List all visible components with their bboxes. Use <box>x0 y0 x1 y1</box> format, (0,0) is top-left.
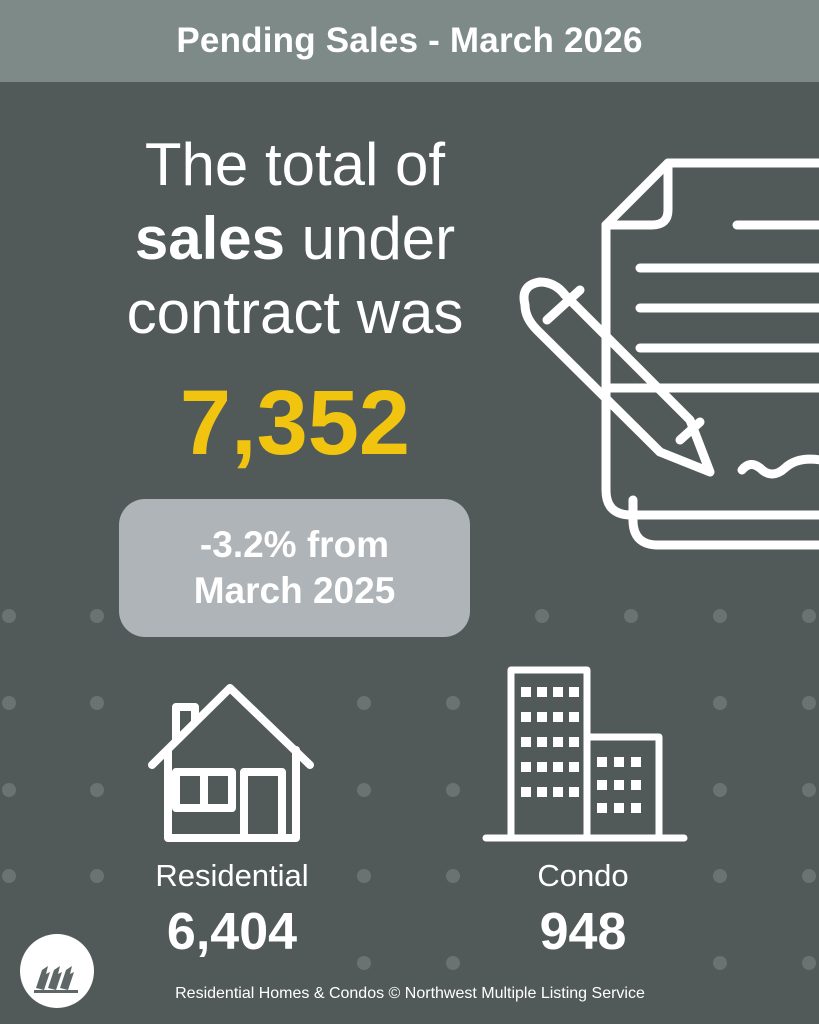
nwmls-logo <box>20 934 94 1008</box>
page-title: Pending Sales - March 2026 <box>176 21 643 60</box>
residential-value: 6,404 <box>166 903 298 961</box>
total-pending-value: 7,352 <box>179 372 411 474</box>
contract-document-icon <box>519 158 819 550</box>
headline-emphasis: sales <box>134 205 285 272</box>
house-icon <box>148 684 314 842</box>
condo-label: Condo <box>537 858 629 893</box>
header-bar: Pending Sales - March 2026 <box>0 0 819 82</box>
headline-line-2-rest: under <box>285 205 456 272</box>
residential-label: Residential <box>155 858 309 893</box>
change-line-2: March 2025 <box>193 570 396 611</box>
change-badge: -3.2% from March 2025 <box>119 499 470 637</box>
buildings-icon <box>482 666 688 842</box>
headline-line-2: sales under <box>95 202 495 276</box>
nwmls-logo-icon <box>34 966 78 993</box>
change-line-1: -3.2% from <box>199 524 390 565</box>
condo-value: 948 <box>539 903 627 961</box>
headline-line-1: The total of <box>144 131 446 198</box>
headline: The total of sales under contract was <box>95 128 495 350</box>
footer-credit: Residential Homes & Condos © Northwest M… <box>175 985 645 1002</box>
headline-line-3: contract was <box>126 279 464 346</box>
